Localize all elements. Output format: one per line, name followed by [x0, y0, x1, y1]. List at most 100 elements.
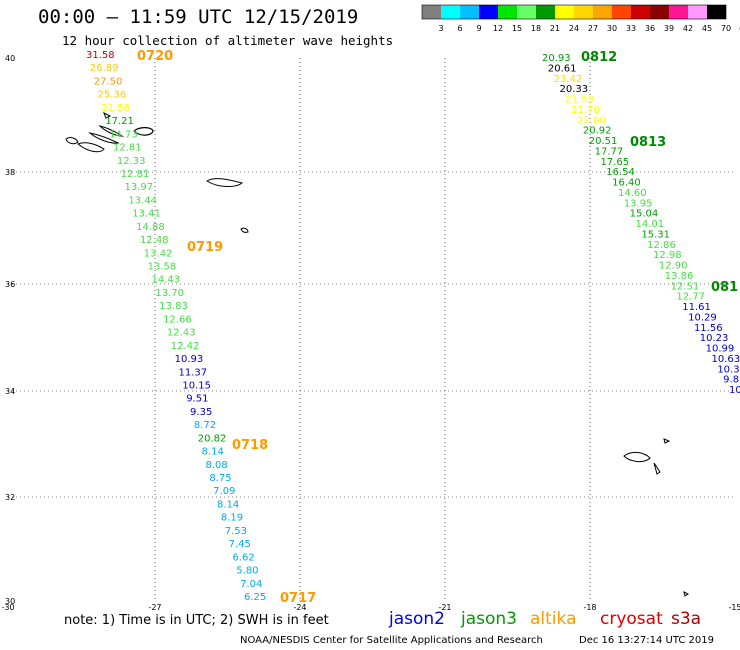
scale-swatch — [422, 5, 441, 19]
pass-time-label: 0719 — [187, 240, 223, 255]
wave-height-label: 23.42 — [554, 74, 583, 85]
legend-jason2: jason2 — [389, 609, 445, 629]
wave-height-label: 8.75 — [209, 473, 231, 484]
wave-height-label: 27.50 — [94, 76, 123, 87]
scale-swatch — [441, 5, 460, 19]
pass-time-label: 0813 — [630, 135, 666, 150]
wave-height-label: 12.33 — [117, 156, 146, 167]
wave-height-label: 14.60 — [618, 188, 647, 199]
scale-label: 39 — [664, 24, 674, 33]
scale-label: 12 — [493, 24, 503, 33]
scale-swatch — [498, 5, 517, 19]
wave-height-label: 14.43 — [152, 275, 181, 286]
wave-height-label: 8.08 — [205, 460, 227, 471]
wave-height-label: 12.48 — [140, 235, 169, 246]
wave-height-label: 20.51 — [589, 136, 618, 147]
wave-height-label: 12.81 — [121, 169, 150, 180]
wave-height-label: 17.77 — [595, 146, 624, 157]
island-selvagens — [683, 591, 689, 597]
island-porto-santo — [663, 438, 671, 444]
scale-swatch — [479, 5, 498, 19]
wave-height-label: 20.61 — [548, 63, 577, 74]
lon-tick: -24 — [293, 603, 306, 612]
scale-swatch — [593, 5, 612, 19]
wave-height-label: 7.53 — [225, 526, 247, 537]
lon-tick: -18 — [583, 603, 596, 612]
lat-tick: 36 — [5, 280, 15, 289]
lat-tick: 34 — [5, 387, 15, 396]
scale-label: 15 — [512, 24, 522, 33]
island-corvo — [76, 142, 105, 153]
scale-label: 21 — [550, 24, 560, 33]
pass-time-label: 0717 — [280, 591, 316, 606]
credit-text: NOAA/NESDIS Center for Satellite Applica… — [240, 635, 543, 646]
wave-height-label: 8.72 — [194, 420, 216, 431]
island-flores — [65, 137, 79, 145]
wave-height-label: 12.77 — [676, 292, 705, 303]
scale-swatch — [688, 5, 707, 19]
scale-swatch — [631, 5, 650, 19]
pass-time-label: 0812 — [581, 50, 617, 65]
wave-height-label: 17.65 — [600, 157, 629, 168]
wave-height-label: 10.99 — [706, 344, 735, 355]
lon-tick: -30 — [1, 603, 14, 612]
wave-height-label: 10.3 — [717, 364, 739, 375]
wave-height-label: 12.43 — [167, 328, 196, 339]
footnote: note: 1) Time is in UTC; 2) SWH is in fe… — [64, 613, 329, 628]
scale-swatch — [669, 5, 688, 19]
wave-height-label: 10.29 — [688, 312, 717, 323]
scale-label: 9 — [476, 24, 481, 33]
scale-swatch — [612, 5, 631, 19]
island-santa-maria — [240, 227, 249, 233]
wave-height-label: 13.83 — [159, 301, 188, 312]
wave-height-label: 6.25 — [244, 592, 266, 603]
wave-height-label: 12.81 — [113, 143, 142, 154]
wave-height-label: 11.61 — [682, 302, 711, 313]
island-graciosa — [103, 111, 112, 119]
timestamp-text: Dec 16 13:27:14 UTC 2019 — [579, 635, 714, 646]
wave-height-label: 11.56 — [694, 323, 723, 334]
lon-tick: -27 — [148, 603, 161, 612]
lon-tick: -15 — [728, 603, 740, 612]
wave-height-label: 14.88 — [136, 222, 165, 233]
lat-tick: 40 — [5, 54, 15, 63]
wave-height-label: 15.04 — [630, 209, 659, 220]
wave-height-label: 12.42 — [171, 341, 200, 352]
wave-height-label: 13.42 — [144, 248, 173, 259]
wave-height-label: 8.19 — [221, 513, 243, 524]
lon-tick: -21 — [438, 603, 451, 612]
map-title: 00:00 – 11:59 UTC 12/15/2019 — [38, 6, 359, 28]
wave-height-label: 16.54 — [606, 167, 635, 178]
island-desertas — [653, 462, 661, 475]
scale-border — [421, 4, 727, 20]
scale-swatch — [650, 5, 669, 19]
wave-height-label: 17.21 — [105, 116, 134, 127]
map-subtitle: 12 hour collection of altimeter wave hei… — [62, 33, 394, 48]
wave-height-label: 12.90 — [659, 261, 688, 272]
wave-height-label: 9.8 — [723, 375, 739, 386]
pass-time-label: 0720 — [137, 49, 173, 64]
wave-height-label: 10.23 — [700, 333, 729, 344]
wave-height-label: 9.51 — [186, 394, 208, 405]
wave-height-label: 22.80 — [577, 115, 606, 126]
island-pico — [98, 125, 124, 137]
wave-height-label: 20.33 — [560, 84, 589, 95]
scale-label: 6 — [457, 24, 462, 33]
wave-height-label: 12.66 — [163, 314, 192, 325]
wave-height-label: 21.70 — [571, 105, 600, 116]
wave-height-label: 13.58 — [148, 262, 177, 273]
scale-label: 3 — [438, 24, 443, 33]
scale-label: (ft) — [739, 24, 740, 33]
island-madeira — [623, 451, 651, 463]
wave-height-label: 13.44 — [128, 195, 157, 206]
scale-label: 36 — [645, 24, 655, 33]
scale-label: 27 — [588, 24, 598, 33]
pass-time-label: 081 — [711, 280, 738, 295]
legend-jason3: jason3 — [461, 609, 517, 629]
wave-height-label: 14.01 — [636, 219, 665, 230]
scale-label: 18 — [531, 24, 541, 33]
wave-height-label: 7.09 — [213, 486, 235, 497]
track-east: 20.9320.6123.4220.3321.5321.7022.8020.92… — [542, 50, 740, 396]
lat-tick: 30 — [5, 597, 15, 606]
